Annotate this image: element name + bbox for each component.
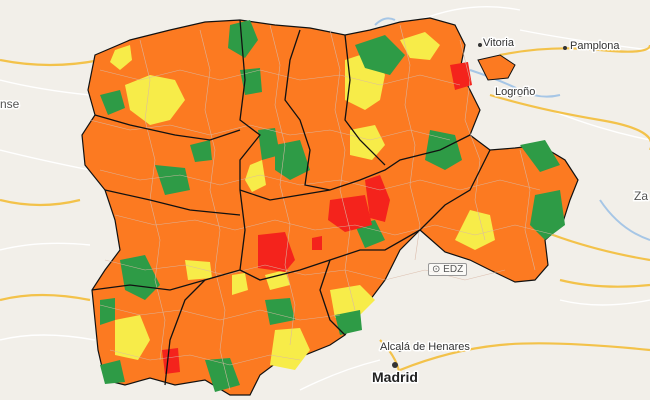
city-dot-alcala[interactable] (398, 348, 402, 352)
red-zones[interactable] (162, 62, 472, 374)
edge-label-right: Za (634, 189, 648, 203)
city-labels: Vitoria Pamplona Logroño Alcalá de Henar… (371, 36, 622, 387)
watermark-logo: ⊙ EDZ (428, 263, 468, 276)
edge-label-left: nse (0, 97, 20, 111)
city-label-logrono[interactable]: Logroño (494, 85, 537, 100)
watermark-text: EDZ (443, 264, 464, 275)
city-label-madrid[interactable]: Madrid (371, 368, 420, 387)
city-dot-vitoria[interactable] (478, 43, 482, 47)
region-castilla-y-leon[interactable] (81, 17, 579, 396)
city-label-pamplona[interactable]: Pamplona (569, 39, 622, 54)
city-dot-madrid[interactable] (392, 362, 398, 368)
road-network (0, 5, 650, 391)
city-markers (392, 43, 567, 368)
city-label-vitoria[interactable]: Vitoria (482, 36, 517, 51)
watermark-icon: ⊙ (432, 264, 441, 275)
city-dot-pamplona[interactable] (563, 46, 567, 50)
city-dot-logrono[interactable] (518, 93, 522, 97)
green-zones[interactable] (100, 20, 565, 392)
city-label-alcala[interactable]: Alcalá de Henares (379, 340, 472, 355)
exclave-northeast[interactable] (477, 54, 516, 81)
province-borders (91, 19, 491, 386)
